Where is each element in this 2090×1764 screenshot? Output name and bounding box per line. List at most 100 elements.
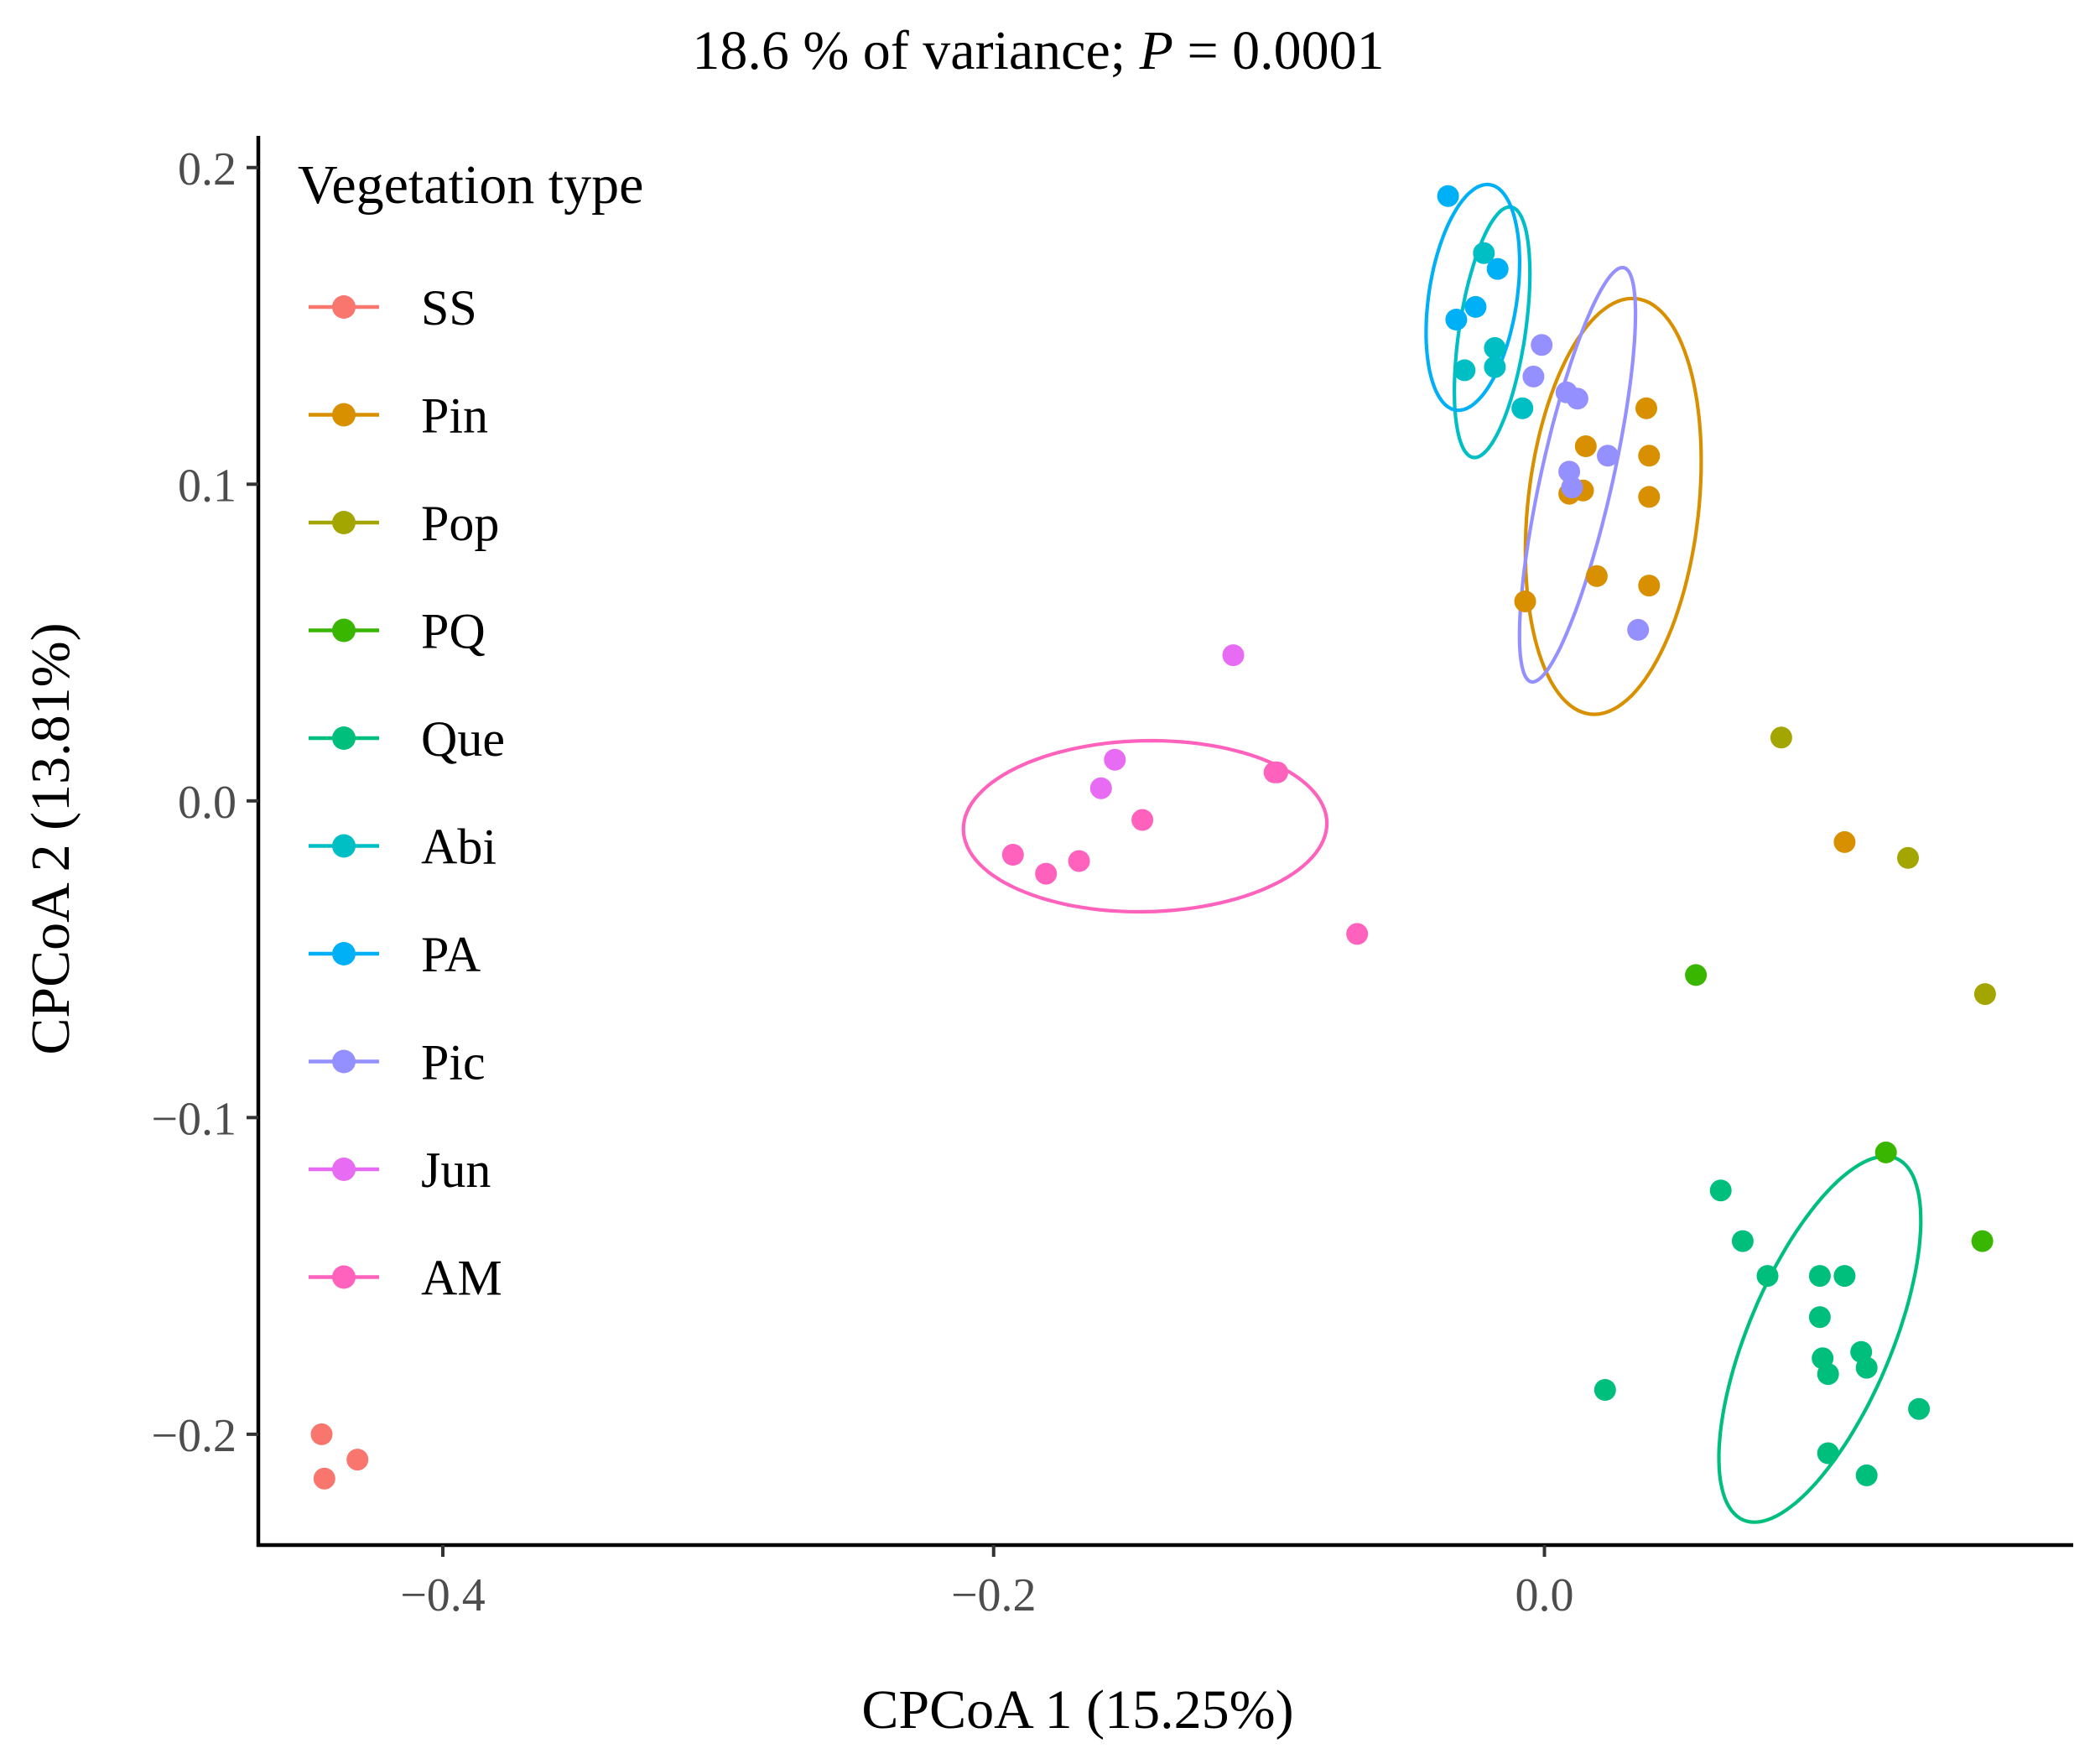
chart-title-suffix: = 0.0001 <box>1173 20 1385 81</box>
y-tick-label: −0.1 <box>151 1093 237 1145</box>
legend-key-point <box>332 403 356 427</box>
point-jun-3 <box>1089 777 1112 799</box>
chart-title-italic: P <box>1139 20 1173 81</box>
point-que-2 <box>1731 1230 1754 1252</box>
point-pin-9 <box>1514 591 1536 612</box>
point-pq-1 <box>1685 964 1708 986</box>
legend-key-point <box>332 834 356 858</box>
point-ss-1 <box>310 1423 333 1445</box>
point-pin-10 <box>1833 830 1856 853</box>
point-que-11 <box>1908 1397 1931 1420</box>
point-que-3 <box>1756 1265 1779 1288</box>
point-am-6 <box>1035 862 1058 885</box>
legend-label-pin: Pin <box>421 388 488 444</box>
point-jun-1 <box>1222 644 1245 667</box>
point-que-12 <box>1593 1379 1616 1401</box>
point-pic-5 <box>1597 445 1619 467</box>
point-pic-1 <box>1531 334 1553 356</box>
legend-label-abi: Abi <box>421 820 497 875</box>
ellipse-que <box>1717 1154 1923 1524</box>
x-tick-label: −0.4 <box>400 1569 486 1621</box>
legend-label-pic: Pic <box>421 1035 486 1090</box>
point-pic-8 <box>1627 618 1650 641</box>
legend-item-que: Que <box>309 711 505 767</box>
point-am-1 <box>1131 809 1154 831</box>
legend-item-abi: Abi <box>309 820 497 875</box>
chart-title-prefix: 18.6 % of variance; <box>692 20 1139 81</box>
axes: −0.4 −0.2 0.0 0.2 0.1 0.0 −0.1 −0.2 <box>151 136 2073 1621</box>
ellipse-pic <box>1517 265 1638 684</box>
x-tick-label: 0.0 <box>1516 1569 1574 1621</box>
legend-key-point <box>332 726 356 750</box>
legend-label-jun: Jun <box>421 1142 491 1198</box>
point-que-1 <box>1709 1179 1732 1202</box>
point-am-5 <box>1068 850 1090 872</box>
legend-item-pq: PQ <box>309 604 486 659</box>
x-axis-title: CPCoA 1 (15.25%) <box>861 1679 1293 1741</box>
point-am-4 <box>1001 844 1024 866</box>
y-tick-label: 0.2 <box>178 143 237 195</box>
legend-key-point <box>332 942 356 965</box>
legend-key-point <box>332 1049 356 1074</box>
legend-label-que: Que <box>421 711 505 767</box>
point-abi-1 <box>1473 242 1495 264</box>
point-abi-3 <box>1484 356 1506 378</box>
point-abi-4 <box>1453 359 1476 382</box>
point-pin-2 <box>1574 435 1597 457</box>
legend-key-point <box>332 295 356 319</box>
point-que-6 <box>1808 1306 1831 1329</box>
legend-item-ss: SS <box>309 280 477 336</box>
point-que-13 <box>1817 1442 1839 1465</box>
point-pin-1 <box>1635 397 1657 419</box>
point-am-7 <box>1346 923 1369 945</box>
x-tick-label: −0.2 <box>951 1569 1037 1621</box>
y-tick-label: 0.1 <box>178 460 237 512</box>
point-que-14 <box>1855 1464 1878 1486</box>
point-ss-3 <box>346 1449 369 1471</box>
legend: Vegetation type SS Pin Pop PQ Que Abi PA Pic Jun A… <box>298 154 643 1306</box>
point-pin-3 <box>1638 445 1661 467</box>
point-pq-2 <box>1874 1141 1897 1163</box>
legend-label-pa: PA <box>421 927 481 982</box>
point-pa-4 <box>1445 309 1468 330</box>
chart-title: 18.6 % of variance; P = 0.0001 <box>692 20 1384 81</box>
point-pop-1 <box>1770 726 1792 749</box>
legend-label-am: AM <box>421 1251 502 1306</box>
point-que-8 <box>1817 1363 1839 1386</box>
legend-label-pq: PQ <box>421 604 486 659</box>
legend-item-pic: Pic <box>309 1035 486 1090</box>
point-ss-2 <box>313 1467 335 1490</box>
legend-item-pa: PA <box>309 927 481 982</box>
point-que-5 <box>1833 1265 1856 1288</box>
legend-item-am: AM <box>309 1251 502 1306</box>
legend-label-pop: Pop <box>421 496 499 551</box>
legend-key-point <box>332 511 356 534</box>
point-que-4 <box>1808 1265 1831 1288</box>
y-tick-label: −0.2 <box>151 1410 237 1462</box>
point-pin-6 <box>1638 486 1661 508</box>
point-pin-7 <box>1585 565 1608 587</box>
point-pa-1 <box>1437 185 1459 207</box>
legend-title: Vegetation type <box>298 154 643 216</box>
ellipse-am <box>961 738 1329 914</box>
point-que-10 <box>1855 1356 1878 1379</box>
point-pa-3 <box>1464 295 1487 318</box>
y-tick-label: 0.0 <box>178 777 237 829</box>
legend-item-jun: Jun <box>309 1142 491 1198</box>
point-abi-5 <box>1511 397 1534 419</box>
point-pop-2 <box>1897 846 1919 869</box>
point-pa-2 <box>1486 258 1509 280</box>
legend-item-pop: Pop <box>309 496 499 551</box>
legend-key-point <box>332 1158 356 1181</box>
point-pic-4 <box>1566 388 1588 410</box>
legend-label-ss: SS <box>421 280 477 336</box>
legend-key-point <box>332 1265 356 1289</box>
y-axis-title: CPCoA 2 (13.81%) <box>20 622 81 1054</box>
legend-item-pin: Pin <box>309 388 488 444</box>
legend-key-point <box>332 618 356 643</box>
point-pic-7 <box>1561 476 1583 499</box>
point-pic-2 <box>1522 365 1545 388</box>
point-pop-3 <box>1973 983 1996 1006</box>
point-pq-3 <box>1971 1230 1994 1252</box>
